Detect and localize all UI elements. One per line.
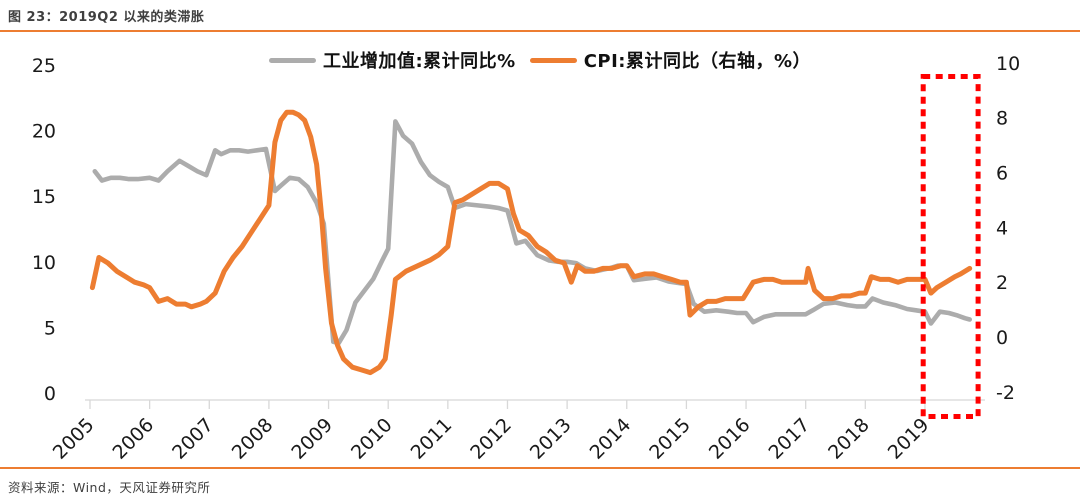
svg-text:20: 20 — [32, 121, 56, 143]
svg-text:2018: 2018 — [824, 414, 874, 464]
svg-text:2007: 2007 — [168, 414, 218, 464]
legend-label-industrial: 工业增加值:累计同比% — [322, 51, 516, 72]
svg-text:0: 0 — [44, 383, 56, 405]
svg-text:10: 10 — [32, 252, 56, 274]
svg-text:2006: 2006 — [108, 414, 158, 464]
svg-text:2013: 2013 — [526, 414, 576, 464]
svg-text:4: 4 — [996, 217, 1008, 239]
legend-label-cpi: CPI:累计同比（右轴，%） — [583, 51, 812, 72]
svg-text:0: 0 — [996, 327, 1008, 349]
svg-text:15: 15 — [32, 186, 56, 208]
svg-text:2009: 2009 — [287, 414, 337, 464]
svg-text:2: 2 — [996, 272, 1008, 294]
chart-legend: 工业增加值:累计同比% CPI:累计同比（右轴，%） — [0, 47, 1080, 73]
svg-text:2010: 2010 — [347, 414, 397, 464]
svg-text:2008: 2008 — [228, 414, 278, 464]
source-note: 资料来源：Wind，天风证券研究所 — [8, 480, 211, 495]
svg-text:2017: 2017 — [764, 414, 814, 464]
svg-text:2015: 2015 — [645, 414, 695, 464]
svg-text:2005: 2005 — [49, 414, 99, 464]
legend-item-industrial: 工业增加值:累计同比% — [268, 47, 516, 73]
svg-text:2019: 2019 — [884, 414, 934, 464]
svg-text:2011: 2011 — [407, 414, 457, 464]
svg-text:2016: 2016 — [705, 414, 755, 464]
svg-text:2014: 2014 — [586, 414, 636, 464]
footer-divider-line — [0, 467, 1080, 469]
svg-text:25: 25 — [32, 55, 56, 77]
svg-text:8: 8 — [996, 108, 1008, 130]
svg-text:10: 10 — [996, 53, 1020, 75]
industrial-line-swatch — [268, 57, 316, 63]
svg-text:2012: 2012 — [466, 414, 516, 464]
title-divider-line — [0, 30, 1080, 32]
svg-text:6: 6 — [996, 162, 1008, 184]
svg-text:-2: -2 — [996, 382, 1015, 404]
figure-title: 图 23：2019Q2 以来的类滞胀 — [8, 10, 205, 25]
cpi-line-swatch — [529, 57, 577, 63]
legend-item-cpi: CPI:累计同比（右轴，%） — [529, 47, 812, 73]
svg-text:5: 5 — [44, 317, 56, 339]
